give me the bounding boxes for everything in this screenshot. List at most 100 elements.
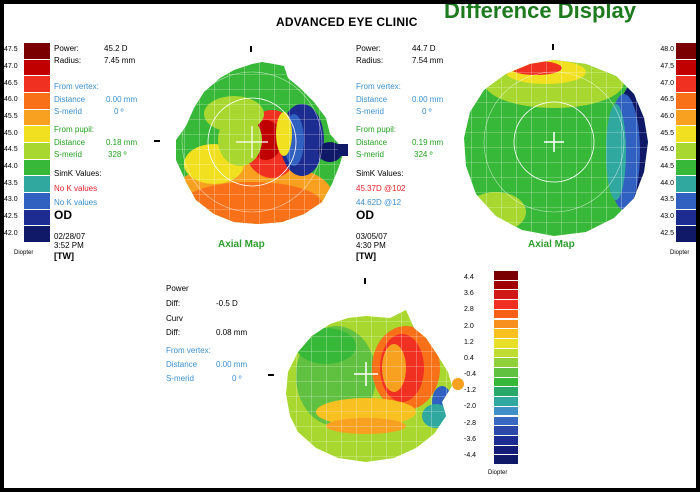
left-scale-swatch (24, 175, 50, 192)
diff-scale-tick-label: 1.2 (464, 338, 474, 346)
left-scale-swatch (24, 142, 50, 159)
left-scale-tick-label: 47.0 (4, 63, 18, 70)
right-scale-tick-label: 46.0 (660, 113, 674, 120)
right-scale-swatch (676, 75, 696, 92)
diff-scale-swatch (494, 434, 518, 445)
diff-scale-tick-label: -2.8 (464, 419, 477, 427)
diff-scale-swatch (494, 289, 518, 300)
exam1-tech: [TW] (54, 251, 74, 261)
exam2-simk-label: SimK Values: (356, 169, 404, 178)
diff-scale-swatch (494, 279, 518, 290)
left-scale-swatch (24, 208, 50, 226)
diff-scale-tick-label: 2.0 (464, 322, 474, 330)
diff-scale-tick-label: 0.4 (464, 354, 474, 362)
exam2-distance-label: Distance (356, 95, 388, 104)
exam2-eye: OD (356, 208, 374, 222)
diff-scale-tick-label: 3.6 (464, 290, 474, 298)
diff-scale-swatch (494, 347, 518, 358)
exam1-pupil-distance-label: Distance (54, 138, 86, 147)
axial-map-2 (464, 44, 648, 236)
exam1-radius-value: 7.45 mm (104, 56, 136, 65)
difference-display-panel: ADVANCED EYE CLINIC Difference Display 4… (4, 4, 696, 488)
left-scale-swatch (24, 58, 50, 76)
right-scale-swatch (676, 158, 696, 176)
diff-scale-swatch (494, 357, 518, 367)
left-scale-tick-label: 43.5 (4, 179, 18, 187)
exam1-distance-value: 0.00 mm (106, 95, 138, 104)
exam1-k2: No K values (54, 198, 98, 207)
exam1-k1: No K values (54, 184, 98, 193)
right-scale-tick-label: 45.5 (660, 129, 674, 137)
exam1-pupil-distance-value: 0.18 mm (106, 138, 138, 147)
right-scale-tick-label: 48.0 (660, 46, 674, 54)
exam2-power-value: 44.7 D (412, 44, 436, 53)
right-scale-swatch (676, 208, 696, 226)
diff-scale-swatch (494, 396, 518, 406)
exam2-k2: 44.62D @12 (356, 198, 402, 207)
exam2-pupil-distance-label: Distance (356, 138, 388, 147)
diff-scale-swatch (494, 299, 518, 309)
diff-scale-swatch (494, 318, 518, 329)
left-scale-swatch (24, 92, 50, 109)
diff-scale-tick-label: -4.4 (464, 451, 477, 459)
exam1-pupil-smerid-label: S-merid (54, 150, 83, 159)
difference-color-scale: 4.4 3.6 2.8 2.0 1.2 0.4 -0.4 -1.2 -2.0 -2.8 -3.6 -4… (464, 270, 520, 464)
exam2-from-vertex: From vertex: (356, 82, 401, 91)
right-scale-swatch (676, 58, 696, 76)
left-scale-swatch (24, 108, 50, 126)
left-scale-swatch (24, 75, 50, 92)
left-scale-swatch (24, 225, 50, 242)
right-scale-swatch (676, 192, 696, 209)
diff-power-value: -0.5 D (216, 299, 238, 308)
diff-scale-swatch (494, 386, 518, 397)
left-scale-tick-label: 42.5 (4, 213, 18, 220)
clinic-name: ADVANCED EYE CLINIC (276, 15, 418, 29)
right-scale-tick-label: 46.5 (660, 96, 674, 104)
left-scale-tick-label: 47.5 (4, 46, 18, 54)
diff-scale-swatch (494, 405, 518, 416)
exam2-from-pupil: From pupil: (356, 125, 397, 134)
exam2-smerid-label: S-merid (356, 107, 385, 116)
left-scale-swatch (24, 158, 50, 176)
diff-scale-swatch (494, 415, 518, 426)
exam1-eye: OD (54, 208, 72, 222)
right-scale-tick-label: 44.5 (660, 163, 674, 170)
left-scale-swatch (24, 42, 50, 59)
right-scale-tick-label: 44.0 (660, 179, 674, 187)
diff-scale-swatch (494, 454, 518, 464)
exam1-date: 02/28/07 (54, 232, 86, 241)
diff-distance-label: Distance (166, 360, 198, 369)
diff-scale-unit: Diopter (488, 470, 508, 476)
left-color-scale: 47.5 47.0 46.5 46.0 45.5 45.0 44.5 44.0 43.5 43.0… (4, 42, 54, 242)
diff-scale-swatch (494, 270, 518, 280)
right-scale-unit: Diopter (670, 250, 690, 256)
axial-map-1 (154, 46, 348, 224)
left-scale-unit: Diopter (14, 250, 34, 256)
diff-scale-swatch (494, 425, 518, 435)
diff-power-diff-label: Diff: (166, 299, 181, 308)
exam1-radius-label: Radius: (54, 56, 82, 65)
diff-scale-swatch (494, 444, 518, 455)
diff-scale-swatch (494, 328, 518, 338)
exam2-pupil-smerid-value: 324 º (414, 150, 433, 159)
right-scale-tick-label: 42.5 (660, 229, 674, 237)
exam2-k1: 45.37D @102 (356, 184, 406, 193)
left-scale-swatch (24, 192, 50, 209)
diff-scale-swatch (494, 367, 518, 377)
exam1-power-value: 45.2 D (104, 44, 128, 53)
left-scale-tick-label: 45.5 (4, 113, 18, 120)
page-title: Difference Display (444, 4, 636, 23)
diff-scale-swatch (494, 308, 518, 319)
exam1-from-pupil: From pupil: (54, 125, 95, 134)
exam1-power-label: Power: (54, 44, 79, 53)
left-scale-tick-label: 46.0 (4, 96, 18, 104)
diff-curv-label: Curv (166, 314, 183, 323)
exam2-radius-value: 7.54 mm (412, 56, 444, 65)
diff-distance-value: 0.00 mm (216, 360, 248, 369)
diff-curv-value: 0.08 mm (216, 328, 248, 337)
diff-power-label: Power (166, 284, 189, 293)
left-scale-tick-label: 44.5 (4, 146, 18, 154)
exam2-smerid-value: 0 º (422, 107, 432, 116)
exam1-map-label: Axial Map (218, 239, 265, 250)
